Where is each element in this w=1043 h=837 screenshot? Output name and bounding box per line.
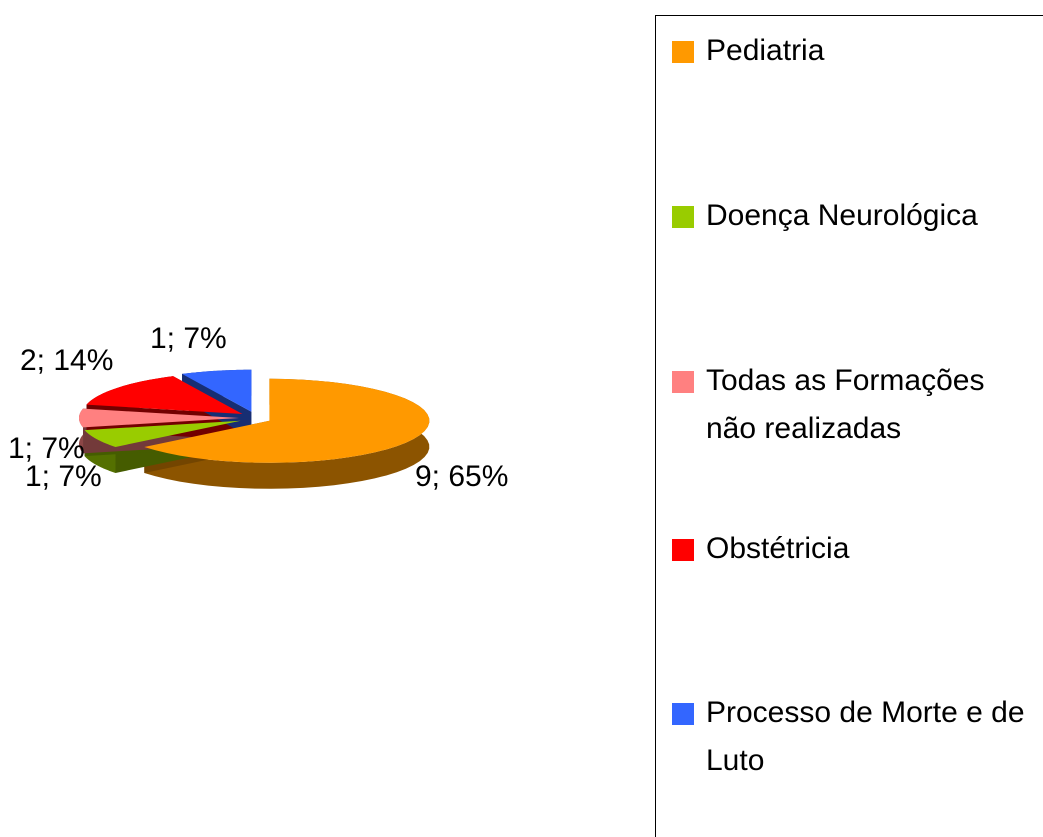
- legend-swatch: [672, 41, 694, 63]
- pie-area: 9; 65%1; 7%1; 7%2; 14%1; 7%: [8, 322, 508, 493]
- data-label: 2; 14%: [20, 344, 113, 377]
- slice: [84, 420, 241, 447]
- data-label: 1; 7%: [25, 460, 102, 493]
- legend-label: Processo de Morte e de Luto: [706, 696, 1025, 777]
- data-label: 1; 7%: [8, 432, 85, 465]
- slice: [144, 378, 430, 463]
- legend-label: Doença Neurológica: [706, 199, 978, 232]
- legend-label: Todas as Formações não realizadas: [706, 364, 985, 445]
- legend: Pediatria Doença Neurológica Todas as Form…: [655, 15, 1043, 837]
- legend-swatch: [672, 371, 694, 393]
- slice: [79, 408, 239, 428]
- legend-swatch: [672, 206, 694, 228]
- legend-swatch: [672, 703, 694, 725]
- data-label: 9; 65%: [415, 460, 508, 493]
- pie: [79, 369, 430, 489]
- legend-label: Pediatria: [706, 34, 825, 67]
- data-label: 1; 7%: [150, 322, 227, 355]
- legend-swatch: [672, 539, 694, 561]
- slice: [86, 376, 243, 415]
- slice: [182, 369, 252, 412]
- legend-label: Obstétricia: [706, 532, 850, 565]
